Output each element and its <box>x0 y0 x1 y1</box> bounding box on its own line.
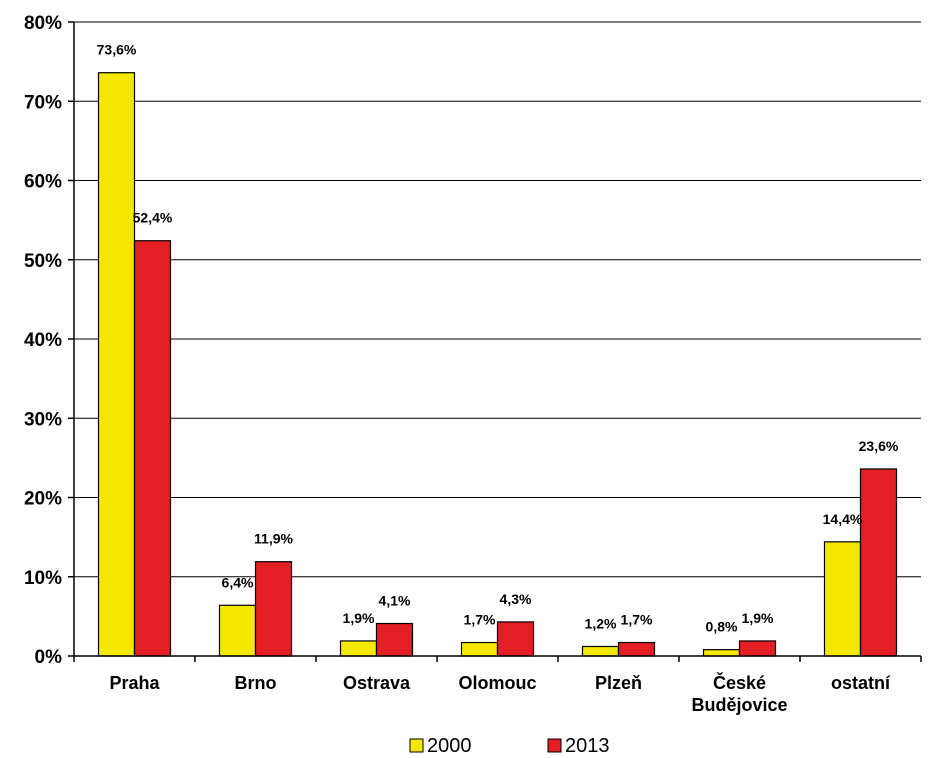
bar-2013 <box>254 561 293 657</box>
category-label: Praha <box>109 673 160 693</box>
bar-2013 <box>133 240 172 657</box>
data-label-2000: 1,7% <box>464 612 496 628</box>
legend-swatch-2013 <box>547 738 562 753</box>
data-labels: 73,6%52,4%6,4%11,9%1,9%4,1%1,7%4,3%1,2% 1… <box>97 42 899 635</box>
y-tick-label: 40% <box>24 330 62 351</box>
category-label: Plzeň <box>595 673 642 693</box>
x-axis-categories: Praha Brno Ostrava Olomouc Plzeň České Budějov… <box>109 672 891 715</box>
category-label: Olomouc <box>458 673 536 693</box>
category-label: ostatní <box>831 673 891 693</box>
data-label-2013: 52,4% <box>133 210 173 226</box>
data-label-2013: 23,6% <box>859 438 899 454</box>
legend-swatch-2000 <box>409 738 424 753</box>
bar-2013 <box>859 468 898 657</box>
bar-2013 <box>375 622 414 657</box>
bar-2000 <box>97 72 136 657</box>
data-label-2000: 73,6% <box>97 42 137 58</box>
y-tick-label: 50% <box>24 251 62 272</box>
bar-2000 <box>460 641 499 657</box>
y-tick-label: 20% <box>24 489 62 510</box>
gridlines <box>74 21 921 578</box>
data-label-2000: 1,9% <box>343 610 375 626</box>
y-tick-label: 0% <box>35 647 63 668</box>
bar-2000 <box>339 640 378 657</box>
data-label-2000: 0,8% <box>706 619 738 635</box>
category-label: Brno <box>235 673 277 693</box>
legend: 2000 2013 <box>409 735 610 757</box>
data-label-2000: 14,4% <box>823 511 863 527</box>
data-label-2013: 1,7% <box>621 612 653 628</box>
bar-2000 <box>823 541 862 657</box>
bar-2013 <box>496 621 535 657</box>
data-label-2013: 11,9% <box>254 531 293 547</box>
data-label-2013: 4,3% <box>500 591 532 607</box>
y-tick-label: 10% <box>24 568 62 589</box>
bar-2013 <box>617 641 656 657</box>
y-tick-label: 80% <box>24 13 62 34</box>
bar-2000 <box>702 649 741 657</box>
bar-2000 <box>218 604 257 657</box>
y-axis-ticks: 0% 10% 20% 30% 40% 50% 60% 70% 80% <box>24 13 74 668</box>
axes <box>73 22 922 662</box>
data-label-2013: 4,1% <box>379 593 411 609</box>
category-label: Ostrava <box>343 673 411 693</box>
y-tick-label: 30% <box>24 409 62 430</box>
bar-2000 <box>581 645 620 657</box>
data-label-2000: 1,2% <box>585 615 617 631</box>
y-tick-label: 60% <box>24 172 62 193</box>
y-tick-label: 70% <box>24 92 62 113</box>
category-label: České Budějovice <box>691 672 787 715</box>
bars <box>97 72 898 657</box>
legend-label-2000: 2000 <box>427 735 472 757</box>
data-label-2013: 1,9% <box>742 610 774 626</box>
legend-label-2013: 2013 <box>565 735 610 757</box>
data-label-2000: 6,4% <box>222 574 254 590</box>
bar-2013 <box>738 640 777 657</box>
